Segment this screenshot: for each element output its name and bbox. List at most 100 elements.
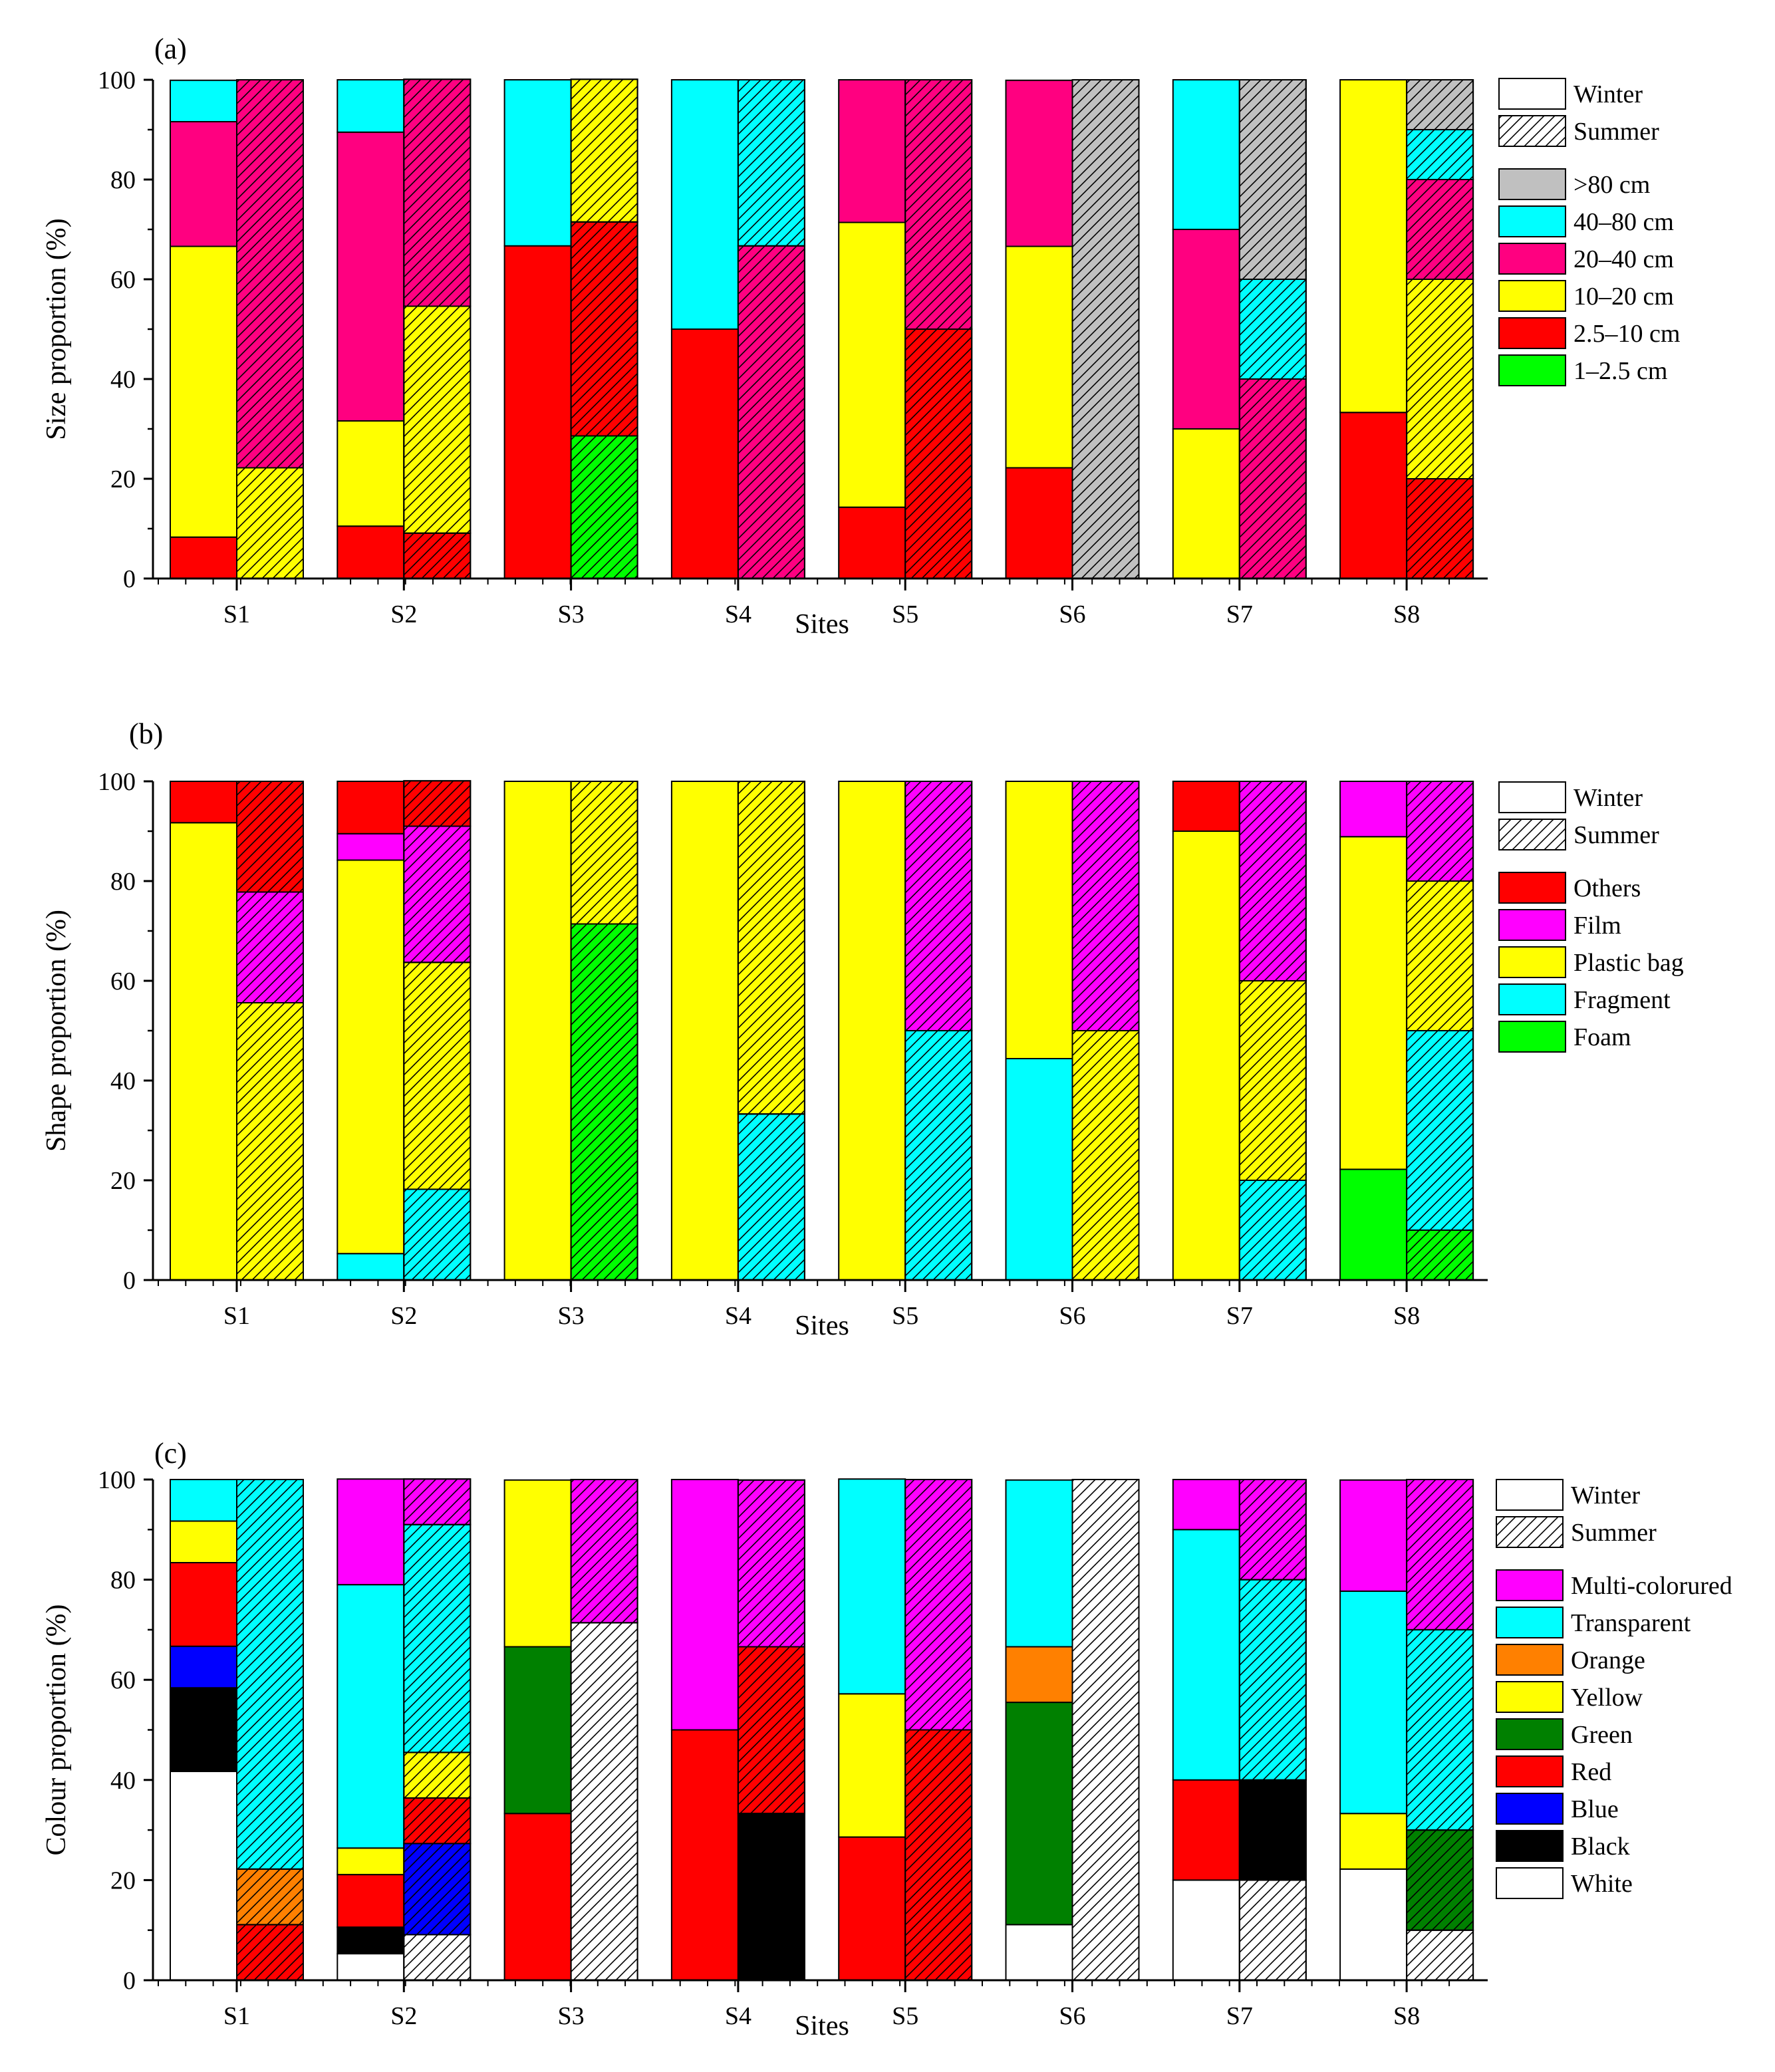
x-tick-label: S8 bbox=[1393, 1302, 1420, 1330]
bar-hatch-S7-gt80 bbox=[1238, 79, 1307, 280]
x-tick-label: S4 bbox=[725, 2002, 751, 2030]
bar-winter-S6-fragment bbox=[1005, 1058, 1073, 1281]
bar-winter-S2-black bbox=[337, 1926, 405, 1955]
x-tick-label: S5 bbox=[892, 2002, 918, 2030]
panel-a: 0 20 40 60 80 100 S1 S2 S3 S4 S5 S6 S7 S8 Sites Size pr… bbox=[41, 33, 1680, 640]
legend: Winter Summer Multi-colorured Transparent Or… bbox=[1496, 1479, 1732, 1899]
bar-winter-S1-c10_20 bbox=[170, 245, 237, 538]
bar-hatch-S1-plastic_bag bbox=[236, 1002, 304, 1281]
bar-winter-S1-c40_80 bbox=[170, 79, 237, 122]
legend-label-foam: Foam bbox=[1573, 1023, 1631, 1051]
legend-label-orange: Orange bbox=[1571, 1646, 1645, 1674]
bar-winter-S7-c10_20 bbox=[1172, 428, 1240, 579]
bar-winter-S3-yellow bbox=[503, 1479, 572, 1648]
y-tick-label: 0 bbox=[123, 1267, 136, 1295]
legend-swatch-hatch bbox=[1496, 1516, 1564, 1548]
legend-label-winter: Winter bbox=[1573, 784, 1643, 812]
legend-label-multi: Multi-colorured bbox=[1571, 1572, 1732, 1600]
legend-swatch-gt80 bbox=[1498, 168, 1566, 200]
bar-hatch-S7-transparent bbox=[1238, 1579, 1307, 1781]
legend-label-others: Others bbox=[1573, 874, 1641, 902]
bar-hatch-S8-multi bbox=[1406, 1479, 1474, 1630]
bar-hatch-S1-others bbox=[236, 781, 304, 893]
legend-swatch-plastic_bag bbox=[1498, 946, 1566, 978]
bar-winter-S7-white bbox=[1172, 1879, 1240, 1981]
legend-label-summer: Summer bbox=[1573, 821, 1659, 849]
y-tick-label: 40 bbox=[110, 1067, 136, 1095]
y-tick-label: 20 bbox=[110, 1167, 136, 1195]
bar-winter-S3-green bbox=[503, 1646, 572, 1815]
bar-hatch-S7-c20_40 bbox=[1238, 378, 1307, 579]
bar-hatch-S2-c2_5_10 bbox=[403, 532, 472, 579]
legend-swatch-blue bbox=[1496, 1793, 1564, 1825]
bar-hatch-S3-foam bbox=[570, 923, 638, 1281]
panel-label: (c) bbox=[154, 1437, 187, 1470]
bar-winter-S3-plastic_bag bbox=[503, 781, 572, 1281]
bar-hatch-S5-c2_5_10 bbox=[904, 328, 973, 579]
legend-swatch-hatch bbox=[1498, 115, 1566, 147]
bar-hatch-S3-c1_2_5 bbox=[570, 435, 638, 579]
legend-label-c2_5_10: 2.5–10 cm bbox=[1573, 320, 1680, 348]
bar-hatch-S2-fragment bbox=[403, 1188, 472, 1281]
x-tick-label: S8 bbox=[1393, 2002, 1420, 2030]
bar-winter-S3-c40_80 bbox=[503, 79, 572, 247]
bar-hatch-S3-white bbox=[570, 1622, 638, 1981]
bar-winter-S2-others bbox=[337, 781, 405, 835]
y-axis-title: Colour proportion (%) bbox=[41, 1605, 72, 1856]
bar-winter-S8-foam bbox=[1339, 1168, 1408, 1281]
legend-label-green: Green bbox=[1571, 1721, 1633, 1749]
bar-hatch-S7-plastic_bag bbox=[1238, 980, 1307, 1181]
x-tick-label: S4 bbox=[725, 600, 751, 628]
bar-hatch-S2-multi bbox=[403, 1478, 472, 1525]
bar-winter-S1-white bbox=[170, 1770, 237, 1982]
x-tick-label: S1 bbox=[223, 1302, 250, 1330]
y-axis-title: Shape proportion (%) bbox=[41, 910, 72, 1152]
bar-winter-S1-transparent bbox=[170, 1479, 237, 1522]
legend-swatch-transparent bbox=[1496, 1607, 1564, 1638]
bar-winter-S7-others bbox=[1172, 781, 1240, 832]
bar-winter-S4-red bbox=[670, 1729, 739, 1981]
legend-label-c10_20: 10–20 cm bbox=[1573, 283, 1674, 311]
bar-hatch-S2-red bbox=[403, 1797, 472, 1845]
legend-swatch-red bbox=[1496, 1755, 1564, 1787]
bar-winter-S8-white bbox=[1339, 1868, 1408, 1981]
x-tick-label: S3 bbox=[558, 600, 585, 628]
bar-winter-S5-transparent bbox=[838, 1478, 906, 1695]
bar-winter-S5-c20_40 bbox=[838, 79, 906, 223]
x-tick-label: S3 bbox=[558, 1302, 585, 1330]
bar-hatch-S1-orange bbox=[236, 1868, 304, 1926]
legend-label-summer: Summer bbox=[1573, 118, 1659, 146]
bar-winter-S7-multi bbox=[1172, 1479, 1240, 1531]
x-tick-label: S3 bbox=[558, 2002, 585, 2030]
bar-hatch-S3-c10_20 bbox=[570, 78, 638, 223]
y-tick-label: 60 bbox=[110, 968, 136, 995]
y-tick-label: 60 bbox=[110, 266, 136, 294]
x-tick-label: S1 bbox=[223, 2002, 250, 2030]
legend-swatch-c2_5_10 bbox=[1498, 317, 1566, 349]
x-tick-label: S7 bbox=[1226, 600, 1253, 628]
bar-winter-S8-film bbox=[1339, 781, 1408, 838]
panel-b: 0 20 40 60 80 100 S1 S2 S3 S4 S5 S6 S7 S8 Sites Shape p… bbox=[41, 717, 1684, 1341]
bar-winter-S3-c2_5_10 bbox=[503, 245, 572, 579]
y-tick-label: 60 bbox=[110, 1666, 136, 1694]
bar-hatch-S8-white bbox=[1406, 1929, 1474, 1981]
bar-winter-S2-white bbox=[337, 1953, 405, 1982]
legend-swatch-white bbox=[1496, 1867, 1564, 1899]
bar-winter-S2-red bbox=[337, 1874, 405, 1928]
y-tick-label: 80 bbox=[110, 1567, 136, 1595]
legend-swatch-multi bbox=[1496, 1569, 1564, 1601]
bar-hatch-S2-c20_40 bbox=[403, 78, 472, 307]
x-axis-title: Sites bbox=[795, 609, 849, 640]
legend-label-plastic_bag: Plastic bag bbox=[1573, 949, 1684, 977]
bar-winter-S5-c10_20 bbox=[838, 221, 906, 508]
y-tick-label: 80 bbox=[110, 868, 136, 896]
bar-hatch-S6-white bbox=[1071, 1479, 1140, 1981]
bar-hatch-S4-c40_80 bbox=[737, 79, 805, 247]
bar-winter-S6-white bbox=[1005, 1924, 1073, 1981]
legend-label-red: Red bbox=[1571, 1758, 1611, 1786]
bar-winter-S7-plastic_bag bbox=[1172, 831, 1240, 1281]
x-tick-label: S6 bbox=[1059, 2002, 1085, 2030]
legend-label-blue: Blue bbox=[1571, 1795, 1619, 1823]
legend-swatch-c10_20 bbox=[1498, 280, 1566, 312]
legend-label-white: White bbox=[1571, 1870, 1633, 1898]
